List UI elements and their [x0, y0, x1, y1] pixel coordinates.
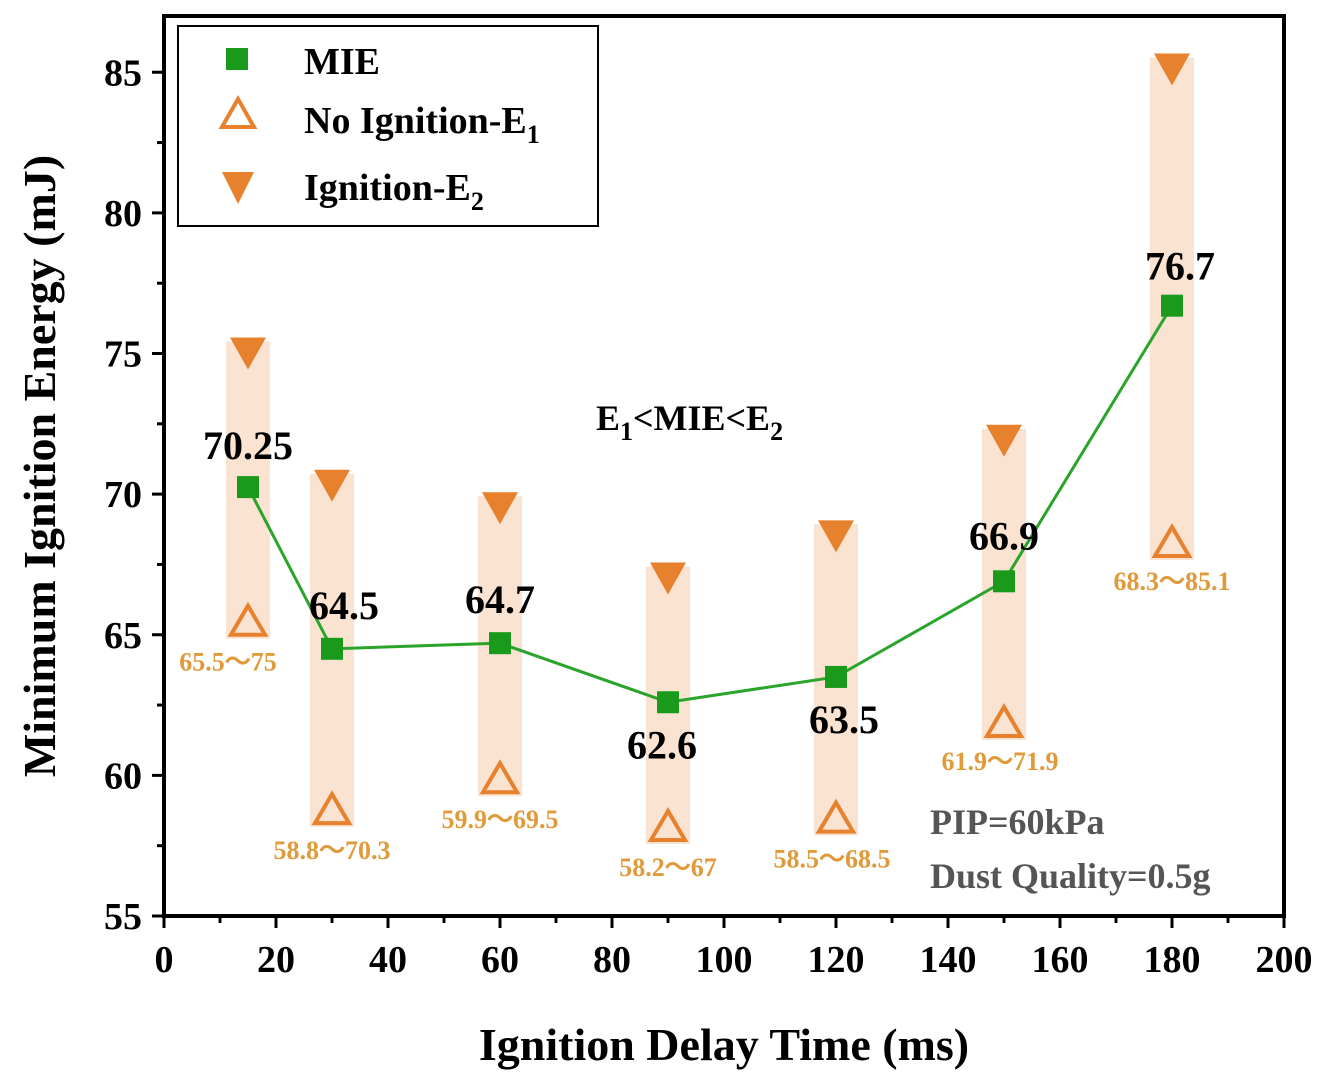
mie-point	[237, 476, 259, 499]
mie-point	[321, 637, 343, 660]
no-ignition-e1-point	[479, 759, 521, 795]
legend-ignition-name: Ignition-E	[304, 167, 471, 209]
range-label: 58.8～70.3	[273, 836, 390, 865]
ignition-e2-point	[1154, 53, 1190, 86]
mie-point	[825, 665, 847, 688]
x-axis-title: Ignition Delay Time (ms)	[479, 1019, 969, 1070]
x-tick-label: 100	[696, 939, 753, 981]
data-labels: 70.25 64.5 64.7 62.6 63.5 66.9 76.7 65.5～75 58.8…	[179, 244, 1230, 882]
y-tick-label: 60	[104, 755, 142, 797]
formula-sub-1: 1	[620, 417, 633, 446]
mie-point	[657, 691, 679, 714]
mie-point	[993, 570, 1015, 593]
range-label: 68.3～85.1	[1113, 567, 1230, 596]
x-tick-label: 120	[808, 939, 865, 981]
mie-value-label: 63.5	[809, 697, 879, 742]
no-ignition-e1-point	[1151, 522, 1193, 558]
no-ignition-e1-point	[647, 807, 689, 842]
y-tick-label: 85	[104, 52, 142, 94]
x-tick-label: 180	[1144, 939, 1201, 981]
legend-no-ignition-marker	[218, 94, 258, 129]
formula-e: E	[596, 398, 620, 438]
mie-value-label: 62.6	[627, 722, 697, 767]
no-ignition-e1-point	[311, 790, 353, 826]
mie-line	[246, 304, 1174, 704]
legend-ignition-subscript: 2	[471, 187, 484, 216]
legend-ignition-label: Ignition-E2	[304, 167, 484, 216]
ignition-e2-point	[482, 492, 518, 525]
mie-value-label: 64.5	[309, 583, 379, 628]
legend-mie-marker	[226, 48, 248, 70]
range-label: 65.5～75	[179, 648, 277, 677]
x-tick-label: 0	[155, 939, 174, 981]
mie-point	[489, 632, 511, 655]
no-ignition-e1-point	[983, 702, 1025, 738]
y-axis-title: Minimum Ignition Energy (mJ)	[14, 155, 65, 777]
mie-value-label: 76.7	[1145, 244, 1215, 289]
x-tick-label: 80	[593, 939, 631, 981]
x-tick-label: 140	[920, 939, 977, 981]
y-tick-label: 65	[104, 615, 142, 657]
no-ignition-e1-point	[227, 601, 269, 637]
mie-value-label: 70.25	[203, 423, 293, 468]
range-label: 58.2～67	[619, 853, 717, 882]
data-markers	[227, 53, 1193, 842]
x-tick-label: 200	[1256, 939, 1313, 981]
mie-series-line	[246, 304, 1174, 704]
mie-point	[1161, 294, 1183, 317]
condition-dust-quality: Dust Quality=0.5g	[930, 856, 1211, 896]
mie-value-label: 66.9	[969, 513, 1039, 558]
axis-tick-labels: 0 20 40 60 80 100 120 140 160 180 200 55 60 65 70 75 80 8…	[104, 52, 1313, 981]
y-tick-label: 55	[104, 896, 142, 938]
legend-mie-label: MIE	[304, 41, 380, 83]
range-label: 61.9～71.9	[941, 747, 1058, 776]
condition-pip: PIP=60kPa	[930, 802, 1105, 842]
legend-no-ignition-subscript: 1	[527, 120, 540, 149]
x-tick-label: 40	[369, 939, 407, 981]
formula-mid: <MIE<E	[633, 398, 770, 438]
range-label: 59.9～69.5	[441, 805, 558, 834]
formula-sub-2: 2	[770, 417, 783, 446]
x-tick-label: 160	[1032, 939, 1089, 981]
legend-no-ignition-name: No Ignition-E	[304, 100, 527, 142]
ignition-e2-point	[818, 520, 854, 553]
formula-annotation: E1<MIE<E2	[596, 398, 783, 446]
legend-no-ignition-label: No Ignition-E1	[304, 100, 540, 149]
mie-value-label: 64.7	[465, 577, 535, 622]
x-tick-label: 20	[257, 939, 295, 981]
legend-ignition-marker	[222, 172, 254, 204]
ignition-e2-point	[986, 424, 1022, 457]
y-tick-label: 80	[104, 193, 142, 235]
ignition-e2-point	[650, 562, 686, 595]
plot-frame	[162, 14, 1286, 918]
y-tick-label: 70	[104, 474, 142, 516]
range-label: 58.5～68.5	[773, 845, 890, 874]
x-tick-label: 60	[481, 939, 519, 981]
y-tick-label: 75	[104, 334, 142, 376]
ignition-e2-point	[314, 469, 350, 502]
no-ignition-e1-point	[815, 798, 857, 834]
legend: MIE No Ignition-E1 Ignition-E2	[177, 25, 599, 227]
ignition-e2-point	[230, 337, 266, 370]
